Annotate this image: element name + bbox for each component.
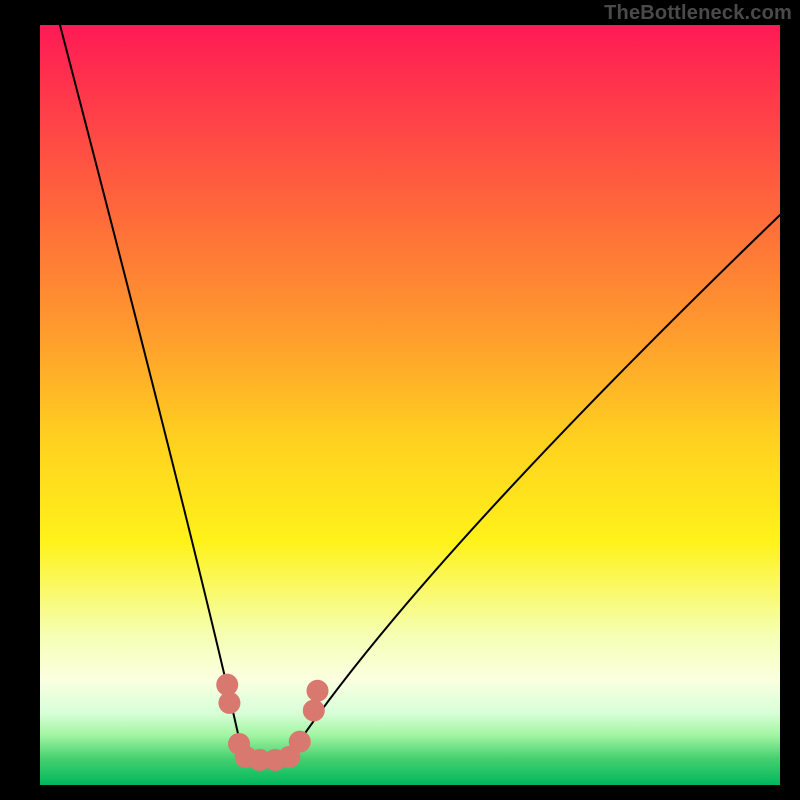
- chart-frame: TheBottleneck.com: [0, 0, 800, 800]
- marker-point: [303, 700, 325, 722]
- watermark-text: TheBottleneck.com: [604, 2, 792, 25]
- plot-background: [40, 25, 780, 785]
- marker-point: [307, 680, 329, 702]
- marker-point: [289, 731, 311, 753]
- marker-point: [218, 692, 240, 714]
- chart-svg: [0, 0, 800, 800]
